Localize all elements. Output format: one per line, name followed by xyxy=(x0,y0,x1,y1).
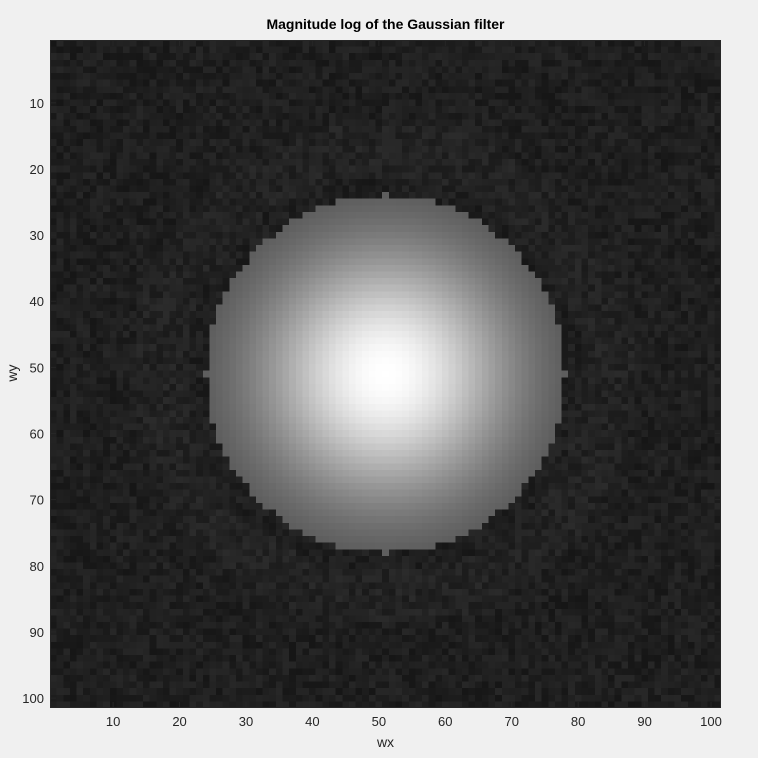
chart-title: Magnitude log of the Gaussian filter xyxy=(266,16,505,32)
y-axis-label: wy xyxy=(4,364,20,382)
axes-border xyxy=(50,40,721,708)
x-tick-label: 50 xyxy=(372,714,386,729)
x-tick-label: 60 xyxy=(438,714,452,729)
y-tick-label: 40 xyxy=(30,294,44,309)
x-tick-label: 70 xyxy=(504,714,518,729)
y-tick-label: 20 xyxy=(30,162,44,177)
y-tick-label: 100 xyxy=(22,691,44,706)
x-tick-label: 90 xyxy=(637,714,651,729)
y-tick-label: 10 xyxy=(30,96,44,111)
x-tick-label: 80 xyxy=(571,714,585,729)
y-tick-label: 90 xyxy=(30,625,44,640)
plot-area xyxy=(50,40,721,708)
y-tick-label: 80 xyxy=(30,559,44,574)
x-tick-label: 10 xyxy=(106,714,120,729)
y-tick-label: 70 xyxy=(30,493,44,508)
y-tick-label: 60 xyxy=(30,427,44,442)
y-tick-label: 30 xyxy=(30,228,44,243)
heatmap-image xyxy=(50,40,721,708)
x-tick-label: 30 xyxy=(239,714,253,729)
y-tick-label: 50 xyxy=(30,360,44,375)
x-tick-label: 40 xyxy=(305,714,319,729)
x-axis-label: wx xyxy=(376,734,395,750)
axes-frame xyxy=(50,40,721,708)
x-tick-label: 20 xyxy=(172,714,186,729)
x-tick-label: 100 xyxy=(700,714,722,729)
